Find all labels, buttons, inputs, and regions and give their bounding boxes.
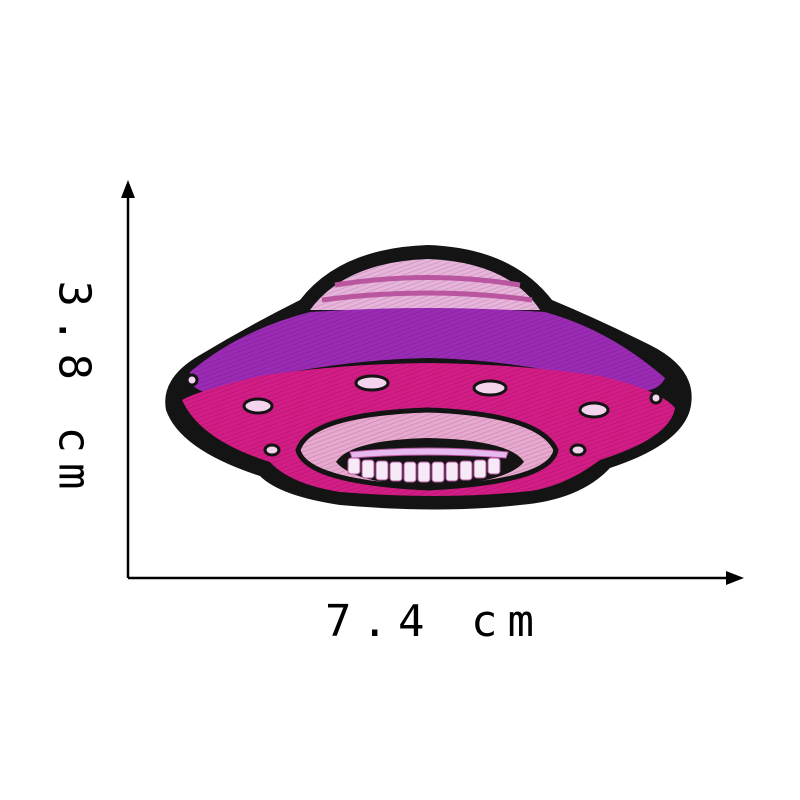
width-dimension-label: 7.4 cm bbox=[325, 596, 544, 647]
porthole bbox=[263, 443, 281, 457]
porthole bbox=[472, 379, 508, 397]
ufo-patch bbox=[165, 245, 692, 510]
portholes bbox=[185, 373, 663, 457]
porthole bbox=[578, 401, 610, 419]
height-dimension-label: 3.8 cm bbox=[48, 280, 100, 500]
porthole bbox=[354, 374, 390, 392]
porthole bbox=[649, 391, 663, 405]
porthole bbox=[569, 443, 587, 457]
dome-stripe bbox=[334, 275, 521, 288]
teeth bbox=[347, 447, 509, 483]
porthole bbox=[185, 373, 199, 387]
porthole bbox=[242, 397, 274, 415]
vertical-dimension-arrow bbox=[121, 180, 135, 578]
horizontal-dimension-arrow bbox=[128, 571, 744, 585]
dome-stripe bbox=[321, 290, 533, 303]
